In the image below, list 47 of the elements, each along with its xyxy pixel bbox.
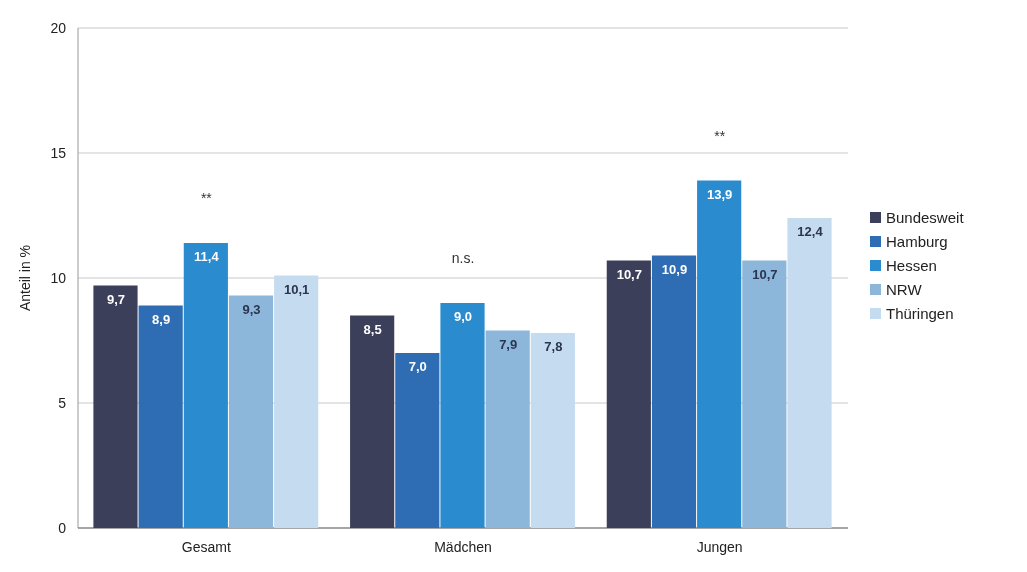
y-tick-label: 10 [50,269,67,286]
legend-label: Hessen [886,257,937,275]
bar [350,315,395,528]
bar [651,255,697,528]
data-label: 9,0 [453,309,473,324]
data-label: 8,9 [152,311,171,327]
legend-label: Hamburg [886,233,948,251]
y-tick-label: 15 [50,144,67,161]
y-tick-label: 5 [58,394,67,411]
bar [787,218,832,528]
data-label: 12,4 [797,224,824,239]
data-label: 8,5 [363,321,382,337]
legend-label: Bundesweit [886,209,965,227]
data-label: 10,7 [752,266,778,282]
data-label: 10,1 [284,281,310,297]
bar [183,243,228,528]
legend-label: NRW [886,281,923,299]
bar [742,260,787,528]
data-label: 7,8 [544,339,563,354]
y-tick-label: 0 [58,519,67,536]
y-tick-label: 20 [50,19,67,36]
bar [138,305,183,528]
y-axis-title: Anteil in % [17,244,33,312]
annotation: n.s. [451,250,475,266]
data-label: 13,9 [707,186,733,202]
bar [228,295,274,528]
data-label: 9,7 [106,291,126,307]
data-label: 11,4 [194,249,220,264]
legend-label: Thüringen [886,305,954,323]
data-label: 10,9 [661,261,688,277]
bar [93,285,138,528]
data-label: 9,3 [242,301,261,317]
bar [530,333,575,528]
bar [606,260,651,528]
data-label: 10,7 [616,266,642,282]
annotation: ** [200,190,213,206]
data-label: 7,0 [408,359,427,374]
data-label: 7,9 [499,336,518,352]
x-tick-label: Mädchen [434,539,492,555]
annotation: ** [714,127,726,144]
bar [440,303,485,528]
bar [485,330,530,528]
bar [274,275,319,528]
x-tick-label: Jungen [696,539,743,555]
bar [395,353,440,528]
bar [697,180,742,528]
x-tick-label: Gesamt [181,539,231,555]
